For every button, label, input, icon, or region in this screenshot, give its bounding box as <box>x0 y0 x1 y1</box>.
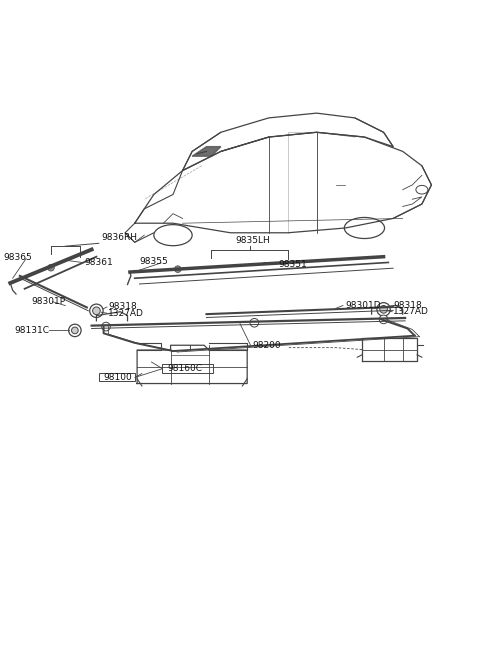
Text: 98301D: 98301D <box>345 301 381 310</box>
Circle shape <box>174 266 181 273</box>
Text: 98160C: 98160C <box>167 364 202 373</box>
Text: 98355: 98355 <box>140 257 168 266</box>
Text: 98318: 98318 <box>393 301 422 310</box>
Text: 98318: 98318 <box>108 302 137 311</box>
Text: 98351: 98351 <box>278 260 307 269</box>
Text: 9835LH: 9835LH <box>235 237 270 245</box>
Bar <box>99 373 135 381</box>
Text: 1327AD: 1327AD <box>393 307 429 316</box>
Text: 98200: 98200 <box>252 341 281 350</box>
Circle shape <box>48 264 54 271</box>
Text: 98361: 98361 <box>84 258 113 267</box>
Text: 98100: 98100 <box>104 373 132 382</box>
Text: 9836RH: 9836RH <box>101 233 137 242</box>
Bar <box>162 364 213 373</box>
Text: 98365: 98365 <box>3 253 32 262</box>
Text: 98301P: 98301P <box>32 297 66 306</box>
Circle shape <box>380 306 387 313</box>
Text: 1327AD: 1327AD <box>108 309 144 318</box>
Circle shape <box>93 307 100 315</box>
Circle shape <box>72 327 78 334</box>
Circle shape <box>379 315 388 324</box>
Text: 98131C: 98131C <box>14 326 49 335</box>
Polygon shape <box>192 147 221 156</box>
Circle shape <box>250 319 259 327</box>
Circle shape <box>102 323 110 331</box>
